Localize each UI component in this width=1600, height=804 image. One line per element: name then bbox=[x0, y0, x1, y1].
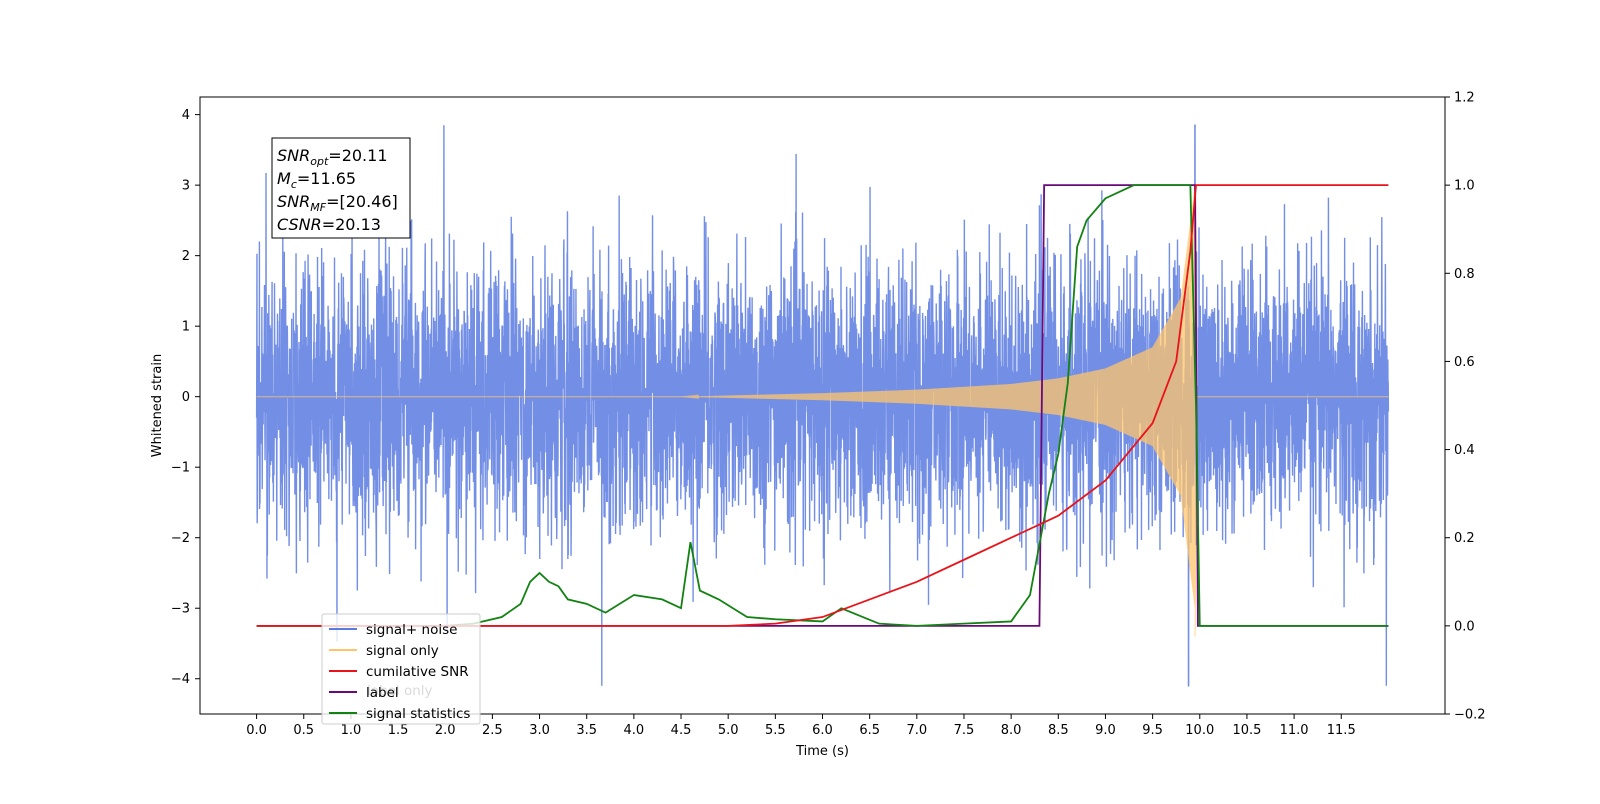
y-tick-label: 1 bbox=[182, 320, 190, 335]
legend-ghost-text: label only bbox=[367, 683, 433, 699]
annotation-line: CSNR=20.13 bbox=[277, 215, 381, 234]
x-tick-label: 1.0 bbox=[341, 723, 362, 738]
annotation-line: SNRopt=20.11 bbox=[277, 146, 388, 168]
x-axis-label: Time (s) bbox=[795, 744, 849, 759]
x-tick-label: 3.5 bbox=[576, 723, 597, 738]
x-tick-label: 4.5 bbox=[671, 723, 692, 738]
annotation-frame bbox=[271, 137, 411, 239]
y-axis-right: 1.2 1.0 0.8 0.6 0.4 0.2 0.0 −0.2 bbox=[1445, 91, 1486, 723]
legend-label: label bbox=[366, 685, 399, 701]
y2-tick-label: 0.4 bbox=[1454, 443, 1475, 458]
y2-tick-label: 1.0 bbox=[1454, 179, 1475, 194]
plot-area bbox=[255, 124, 1390, 687]
x-axis: 0.0 0.5 1.0 1.5 2.0 2.5 3.0 3.5 4.0 4.5 5.0 5.5 6.0 6… bbox=[246, 714, 1356, 738]
y2-tick-label: 0.0 bbox=[1454, 619, 1475, 634]
x-tick-label: 11.0 bbox=[1280, 723, 1309, 738]
x-tick-label: 2.0 bbox=[435, 723, 456, 738]
annotation-box: SNRopt=20.11Mc=11.65SNRMF=[20.46]CSNR=20… bbox=[271, 137, 411, 239]
legend-label: signal statistics bbox=[366, 706, 470, 722]
annotation-line: Mc=11.65 bbox=[277, 169, 356, 191]
y-tick-label: −1 bbox=[171, 461, 190, 476]
legend-label: signal+ noise bbox=[366, 622, 457, 638]
x-tick-label: 9.0 bbox=[1095, 723, 1116, 738]
y2-tick-label: 0.6 bbox=[1454, 355, 1475, 370]
y-axis-left: 4 3 2 1 0 −1 −2 −3 −4 bbox=[171, 108, 200, 687]
legend: label only signal+ noise signal only cumila… bbox=[321, 613, 481, 725]
x-tick-label: 0.0 bbox=[246, 723, 267, 738]
y-tick-label: 4 bbox=[182, 108, 190, 123]
x-tick-label: 7.0 bbox=[906, 723, 927, 738]
x-tick-label: 9.5 bbox=[1142, 723, 1163, 738]
y-tick-label: 0 bbox=[182, 390, 190, 405]
x-tick-label: 8.5 bbox=[1048, 723, 1069, 738]
y-tick-label: −3 bbox=[171, 602, 190, 617]
x-tick-label: 10.0 bbox=[1185, 723, 1214, 738]
x-tick-label: 6.0 bbox=[812, 723, 833, 738]
y2-tick-label: 0.2 bbox=[1454, 531, 1475, 546]
x-tick-label: 11.5 bbox=[1327, 723, 1356, 738]
signal-statistics-line bbox=[256, 184, 1389, 627]
x-tick-label: 7.5 bbox=[954, 723, 975, 738]
y2-tick-label: −0.2 bbox=[1454, 708, 1486, 723]
x-tick-label: 4.0 bbox=[624, 723, 645, 738]
x-tick-label: 5.5 bbox=[765, 723, 786, 738]
x-tick-label: 6.5 bbox=[859, 723, 880, 738]
legend-frame bbox=[321, 613, 481, 725]
x-tick-label: 0.5 bbox=[293, 723, 314, 738]
y2-tick-label: 0.8 bbox=[1454, 267, 1475, 282]
legend-label: signal only bbox=[366, 643, 439, 659]
x-tick-label: 8.0 bbox=[1001, 723, 1022, 738]
y-tick-label: 3 bbox=[182, 179, 190, 194]
y-tick-label: 2 bbox=[182, 249, 190, 264]
annotation-line: SNRMF=[20.46] bbox=[277, 192, 398, 214]
legend-label: cumilative SNR bbox=[366, 664, 469, 680]
cumulative-snr-line bbox=[256, 184, 1389, 627]
x-tick-label: 5.0 bbox=[718, 723, 739, 738]
y2-tick-label: 1.2 bbox=[1454, 91, 1475, 106]
x-tick-label: 1.5 bbox=[388, 723, 409, 738]
y-tick-label: −2 bbox=[171, 531, 190, 546]
x-tick-label: 10.5 bbox=[1232, 723, 1261, 738]
y-axis-label: Whitened strain bbox=[150, 354, 165, 457]
x-tick-label: 2.5 bbox=[482, 723, 503, 738]
y-tick-label: −4 bbox=[171, 672, 190, 687]
x-tick-label: 3.0 bbox=[529, 723, 550, 738]
signal-plus-noise-line bbox=[255, 124, 1390, 687]
